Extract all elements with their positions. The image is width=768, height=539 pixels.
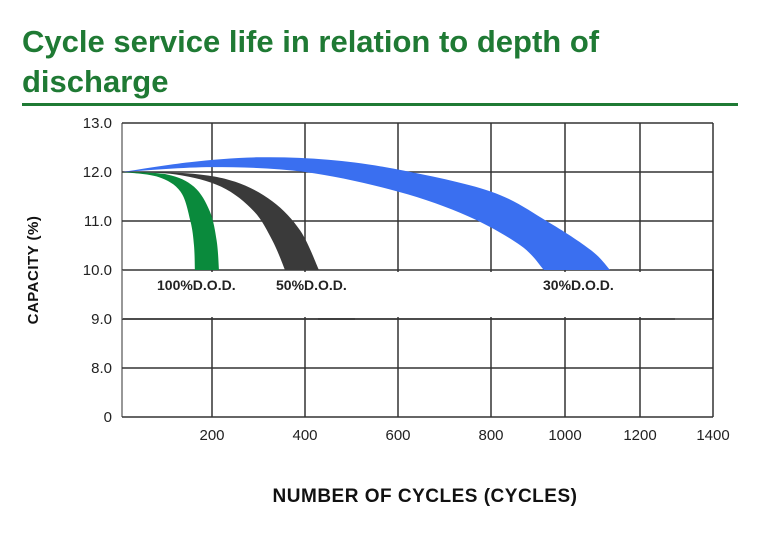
x-tick-label: 200 <box>199 427 224 444</box>
y-tick-label: 11.0 <box>84 213 112 230</box>
band-100-dod <box>122 172 219 270</box>
x-tick-label: 1000 <box>548 427 581 444</box>
series-label: 30%D.O.D. <box>543 277 614 293</box>
title-divider <box>22 103 738 106</box>
series-label: 100%D.O.D. <box>157 277 236 293</box>
x-tick-label: 800 <box>478 427 503 444</box>
y-tick-label: 12.0 <box>83 164 112 181</box>
x-axis-label: NUMBER OF CYCLES (CYCLES) <box>273 486 578 507</box>
x-tick-label: 1200 <box>623 427 656 444</box>
y-tick-label: 13.0 <box>83 115 112 132</box>
x-tick-label: 600 <box>385 427 410 444</box>
band-50-dod <box>122 172 319 270</box>
y-axis-label: CAPACITY (%) <box>25 216 42 325</box>
series-label: 50%D.O.D. <box>276 277 347 293</box>
x-tick-label: 1400 <box>696 427 729 444</box>
band-30-dod <box>122 157 610 270</box>
x-tick-label: 400 <box>292 427 317 444</box>
y-tick-label: 0 <box>104 409 112 426</box>
label-background <box>124 272 712 317</box>
page-title: Cycle service life in relation to depth … <box>22 24 600 99</box>
y-tick-label: 8.0 <box>91 360 112 377</box>
y-tick-label: 9.0 <box>91 311 112 328</box>
y-tick-label: 10.0 <box>83 262 112 279</box>
